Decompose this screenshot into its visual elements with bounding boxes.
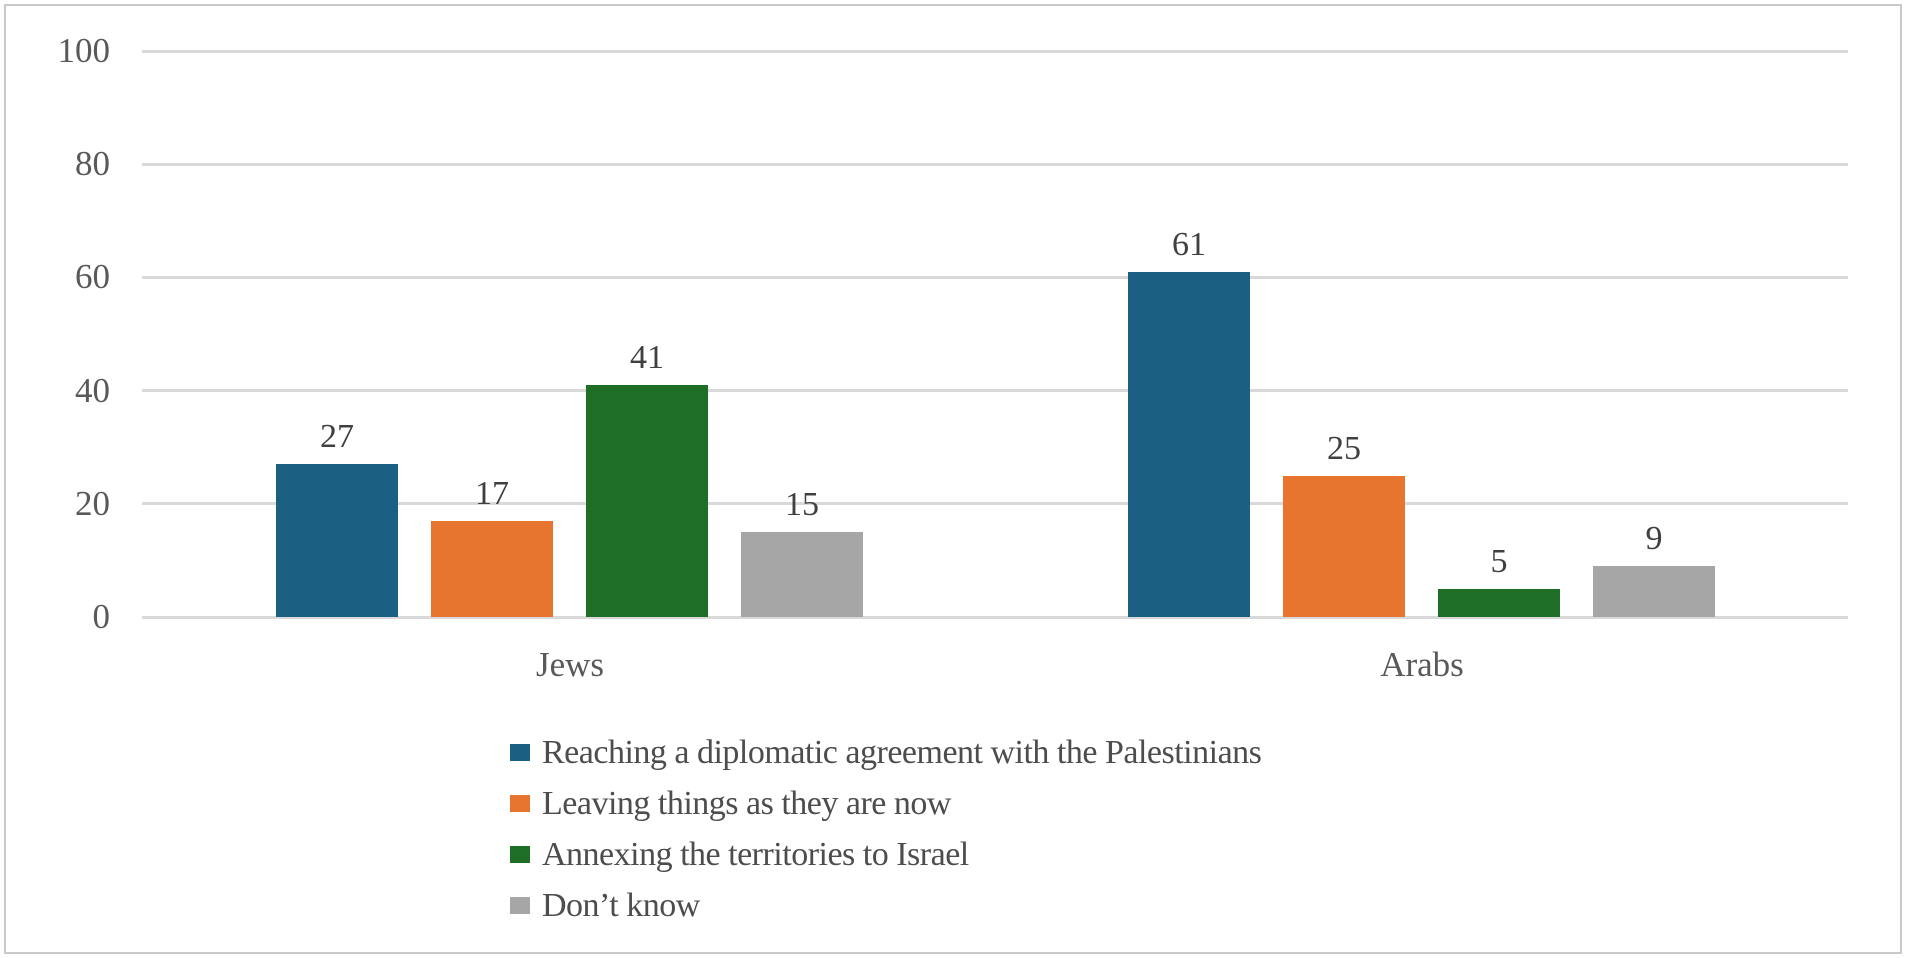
data-label: 15 [785, 486, 819, 524]
data-label: 17 [475, 474, 509, 512]
legend-swatch-blue [510, 744, 530, 761]
legend-label: Annexing the territories to Israel [542, 835, 969, 873]
legend-item: Don’t know [510, 880, 1261, 931]
data-label: 27 [320, 418, 354, 456]
y-axis-tick-label-0: 0 [92, 597, 111, 636]
y-axis-tick-label-60: 60 [75, 257, 110, 297]
bar-group-jews: 27 17 41 15 [276, 339, 863, 617]
bar-rect [431, 520, 553, 617]
bar-jews-don’t-know: 15 [741, 486, 863, 617]
x-axis-label-arabs: Arabs [1380, 645, 1464, 684]
y-axis-tick-label-80: 80 [75, 144, 110, 184]
chart-legend: Reaching a diplomatic agreement with the… [510, 727, 1262, 931]
gridline-60 [142, 275, 1848, 279]
bar-rect [741, 532, 863, 617]
data-label: 5 [1490, 542, 1508, 580]
bar-arabs-reaching-a: 61 [1128, 226, 1250, 617]
gridline-20 [142, 502, 1848, 506]
bar-rect [586, 384, 708, 617]
bar-arabs-annexing-the: 5 [1438, 543, 1560, 617]
legend-item: Reaching a diplomatic agreement with the… [510, 727, 1262, 778]
legend-label: Reaching a diplomatic agreement with the… [542, 733, 1262, 771]
data-label: 41 [630, 338, 664, 376]
bar-rect [276, 464, 398, 617]
bar-arabs-leaving-things: 25 [1283, 430, 1405, 617]
x-axis-label-jews: Jews [535, 645, 605, 684]
data-label: 25 [1327, 429, 1361, 467]
legend-label: Leaving things as they are now [542, 784, 951, 822]
bar-jews-leaving-things: 17 [431, 475, 553, 617]
legend-item: Annexing the territories to Israel [510, 829, 1261, 880]
bar-group-arabs: 61 25 5 9 [1128, 226, 1715, 617]
bar-jews-reaching-a: 27 [276, 418, 398, 617]
bar-rect [1438, 588, 1560, 617]
plot-area: 27 17 41 15 61 25 5 9 [142, 49, 1848, 619]
gridline-40 [142, 389, 1848, 393]
bar-rect [1593, 566, 1715, 617]
y-axis-tick-label-40: 40 [75, 370, 110, 410]
bar-jews-annexing-the: 41 [586, 339, 708, 617]
gridline-0 [142, 615, 1848, 619]
y-axis-tick-label-20: 20 [75, 483, 110, 523]
bar-rect [1283, 475, 1405, 617]
data-label: 9 [1645, 520, 1663, 558]
bar-arabs-don’t-know: 9 [1593, 520, 1715, 617]
gridline-100 [142, 49, 1848, 53]
y-axis-tick-label-100: 100 [57, 31, 111, 70]
gridline-80 [142, 162, 1848, 166]
legend-swatch-orange [510, 795, 530, 812]
legend-swatch-green [510, 846, 530, 863]
data-label: 61 [1172, 225, 1206, 263]
bar-rect [1128, 271, 1250, 617]
legend-item: Leaving things as they are now [510, 778, 1261, 829]
legend-label: Don’t know [542, 886, 700, 924]
legend-swatch-gray [510, 897, 530, 914]
